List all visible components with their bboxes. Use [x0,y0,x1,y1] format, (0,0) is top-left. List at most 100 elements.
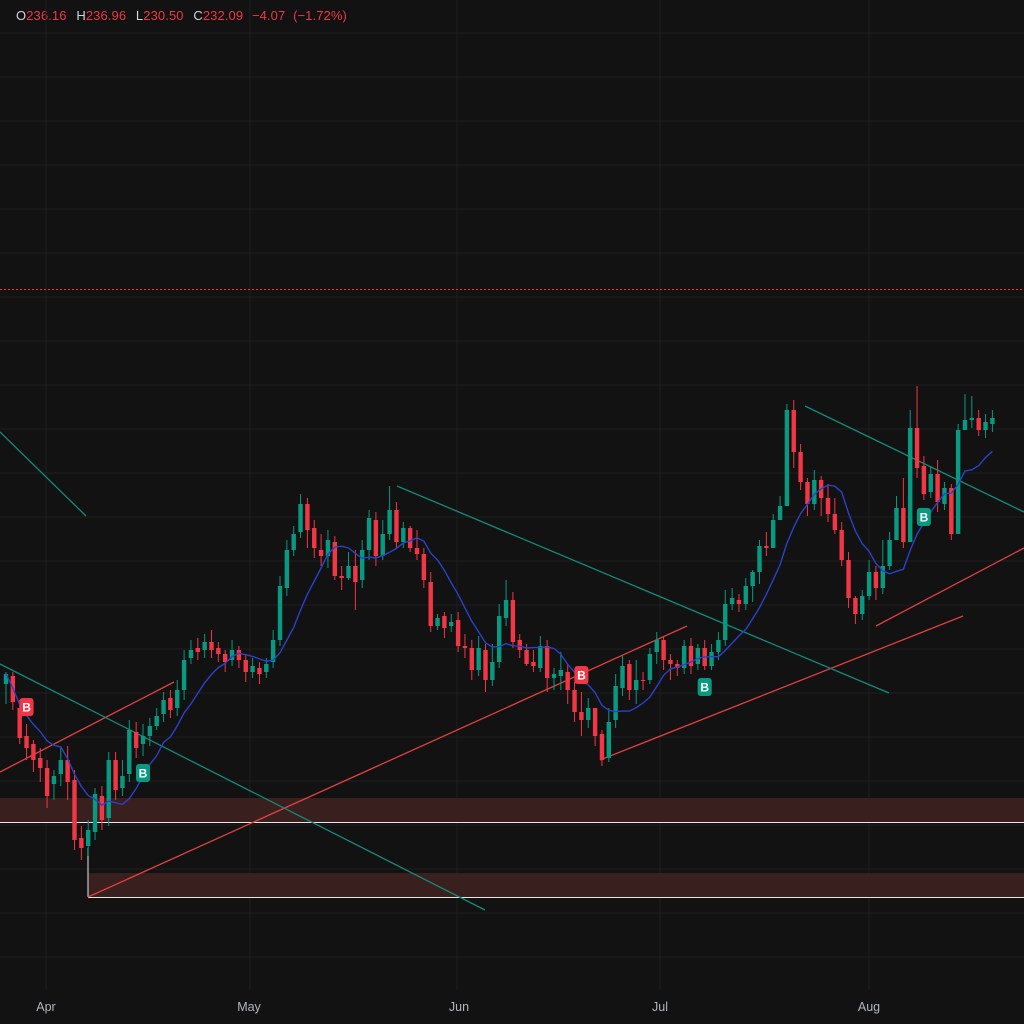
candle[interactable] [188,640,194,664]
candle[interactable] [421,548,427,588]
candle[interactable] [955,424,961,534]
candle[interactable] [510,592,516,648]
candle[interactable] [579,692,584,736]
candles[interactable] [3,386,995,860]
candle[interactable] [106,752,111,826]
candle[interactable] [538,636,543,672]
candle[interactable] [812,470,817,510]
candle[interactable] [764,532,769,556]
candle[interactable] [332,536,337,580]
candle[interactable] [736,594,742,612]
candle[interactable] [647,648,653,684]
candle[interactable] [839,522,844,566]
candle[interactable] [695,644,701,670]
candle[interactable] [825,484,831,522]
candle[interactable] [483,644,488,692]
candle[interactable] [373,512,379,566]
candle[interactable] [565,664,570,704]
candle[interactable] [866,560,872,600]
candle[interactable] [818,476,824,516]
candle[interactable] [544,640,550,692]
candle[interactable] [414,530,420,560]
candle[interactable] [65,746,70,800]
candle[interactable] [455,612,461,652]
candle[interactable] [168,690,173,718]
candle[interactable] [175,680,180,716]
candle[interactable] [181,650,187,700]
candle[interactable] [79,826,84,860]
candle[interactable] [394,502,399,548]
candle[interactable] [99,786,105,830]
candle[interactable] [586,698,591,728]
candle[interactable] [894,496,899,540]
candle[interactable] [551,668,557,690]
candle[interactable] [435,614,440,630]
candle[interactable] [442,612,447,638]
candle[interactable] [846,552,851,608]
candle[interactable] [387,486,392,540]
candle[interactable] [86,820,91,856]
candle[interactable] [860,590,865,620]
candle[interactable] [339,566,344,590]
candle[interactable] [853,596,858,624]
candle[interactable] [531,650,536,672]
candle[interactable] [558,652,564,690]
candle[interactable] [161,692,166,722]
candle[interactable] [880,540,885,594]
candle[interactable] [360,540,365,588]
candle[interactable] [305,498,310,548]
candle[interactable] [798,444,803,490]
candle[interactable] [353,550,358,610]
candle[interactable] [257,662,262,684]
candle[interactable] [805,478,810,516]
signal-markers[interactable]: B B B B B [19,508,931,782]
candle[interactable] [723,590,728,646]
candle[interactable] [277,576,283,646]
candle[interactable] [140,724,146,756]
candle[interactable] [195,638,200,660]
candle[interactable] [887,532,892,570]
candle[interactable] [147,718,153,746]
signal-marker[interactable]: B [574,666,589,684]
candle[interactable] [620,656,625,696]
candle[interactable] [771,514,776,548]
candle[interactable] [490,644,495,686]
candle[interactable] [51,770,57,800]
candle[interactable] [634,660,639,704]
candle[interactable] [921,456,927,500]
candle[interactable] [777,496,783,520]
candle[interactable] [72,770,77,850]
signal-marker[interactable]: B [697,678,712,696]
candle[interactable] [914,386,920,478]
candle[interactable] [3,672,9,704]
candle[interactable] [668,654,673,680]
candle[interactable] [243,654,248,682]
candle[interactable] [606,708,611,762]
candle[interactable] [497,604,502,668]
candle[interactable] [462,634,468,658]
candle[interactable] [209,630,214,658]
candle[interactable] [44,760,50,808]
candle[interactable] [428,572,433,632]
candle[interactable] [592,708,598,746]
candle[interactable] [325,530,331,568]
candle[interactable] [120,760,125,796]
candle[interactable] [503,580,509,626]
signal-marker[interactable]: B [136,764,150,782]
candle[interactable] [407,526,413,552]
candle[interactable] [784,404,790,506]
candle[interactable] [38,748,43,782]
candle[interactable] [640,672,646,690]
candle[interactable] [469,640,474,680]
signal-marker[interactable]: B [19,698,34,716]
candle[interactable] [832,498,838,534]
candle[interactable] [901,478,906,548]
candle[interactable] [873,566,879,600]
candle[interactable] [223,650,228,672]
candle[interactable] [962,394,968,430]
candle[interactable] [318,534,324,566]
signal-marker[interactable]: B [916,508,931,526]
candle[interactable] [681,640,687,674]
candle[interactable] [572,682,577,722]
candle[interactable] [627,660,632,700]
